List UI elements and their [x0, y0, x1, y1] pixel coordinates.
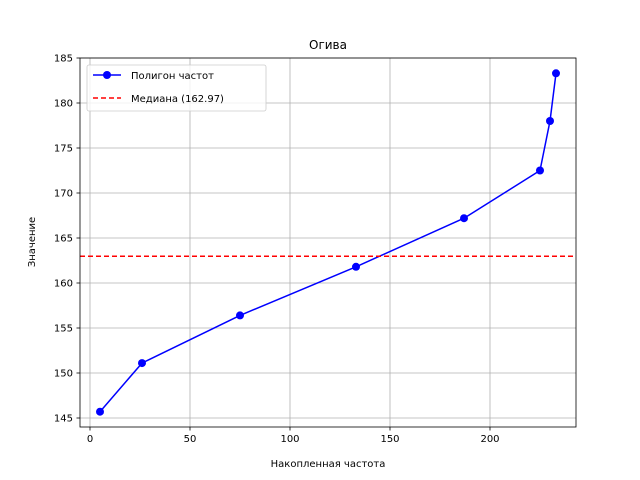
legend-box: [86, 64, 267, 112]
y-tick-label: 160: [54, 279, 73, 290]
data-point: [460, 214, 468, 223]
data-point: [536, 166, 544, 175]
data-point: [138, 359, 146, 368]
data-point: [96, 407, 104, 416]
y-tick-label: 165: [54, 234, 73, 245]
x-tick-label: 150: [380, 434, 399, 445]
y-tick-label: 170: [54, 189, 73, 200]
data-point: [352, 262, 360, 271]
data-point: [546, 117, 554, 125]
x-tick-label: 200: [480, 434, 499, 445]
y-tick-label: 150: [54, 369, 73, 380]
y-tick-label: 145: [54, 414, 73, 425]
plot-frame: [79, 57, 577, 428]
legend-series-marker: [103, 71, 111, 79]
y-tick-label: 185: [54, 54, 73, 65]
x-tick-label: 0: [87, 434, 93, 445]
x-tick-label: 100: [280, 434, 299, 445]
y-axis-label: Значение: [27, 217, 38, 267]
x-axis-label: Накопленная частота: [271, 459, 386, 470]
legend: Полигон частот Медиана (162.97): [86, 64, 267, 112]
x-tick-label: 50: [184, 434, 197, 445]
legend-series-label: Полигон частот: [131, 71, 214, 82]
y-tick-label: 180: [54, 99, 73, 110]
data-point: [552, 69, 560, 78]
tick-layer: 0 50 100 150 200 145 150 155 160 165 170 175 180 185: [54, 54, 500, 446]
chart-title: Огива: [309, 38, 347, 52]
data-point: [236, 311, 244, 320]
y-tick-label: 175: [54, 144, 73, 155]
legend-median-label: Медиана (162.97): [131, 94, 224, 105]
data-layer: [80, 69, 576, 416]
y-tick-label: 155: [54, 324, 73, 335]
series-line: [99, 73, 557, 413]
